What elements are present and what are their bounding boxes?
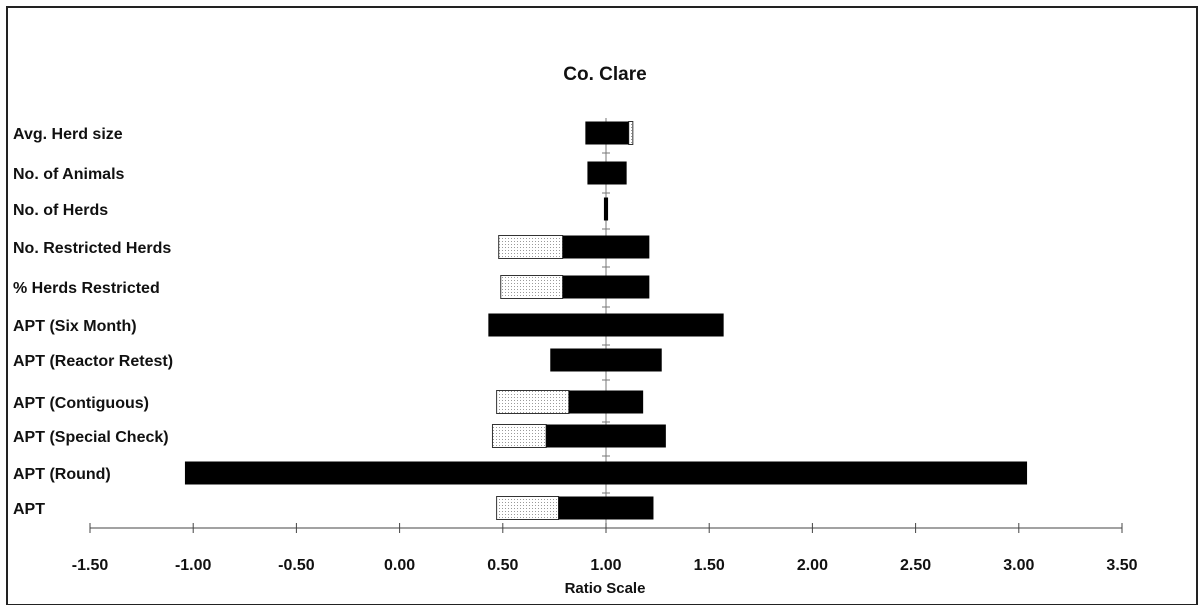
category-label: APT (Round) xyxy=(13,466,111,483)
bar-solid xyxy=(184,461,1028,485)
x-tick-label: -0.50 xyxy=(278,557,315,574)
x-tick-label: 1.50 xyxy=(694,557,725,574)
x-axis: -1.50 -1.00 -0.50 0.00 0.50 1.00 1.50 2.00 2.50 3… xyxy=(72,523,1138,574)
bar-solid xyxy=(488,313,724,337)
category-label: Avg. Herd size xyxy=(13,126,123,143)
bars-layer xyxy=(184,118,1028,529)
category-label: APT (Special Check) xyxy=(13,429,169,446)
category-label: APT (Six Month) xyxy=(13,318,137,335)
x-tick-label: 0.00 xyxy=(384,557,415,574)
category-label: No. of Animals xyxy=(13,166,125,183)
category-label: APT (Reactor Retest) xyxy=(13,353,173,370)
x-tick-label: 3.50 xyxy=(1106,557,1137,574)
category-label: APT xyxy=(13,501,45,518)
category-label: APT (Contiguous) xyxy=(13,395,149,412)
bar-dotted xyxy=(496,390,570,414)
x-tick-label: 2.50 xyxy=(900,557,931,574)
x-tick-label: -1.50 xyxy=(72,557,109,574)
bar-solid xyxy=(562,275,650,299)
bar-dotted xyxy=(498,235,564,259)
category-label: No. of Herds xyxy=(13,202,108,219)
bar-solid xyxy=(587,161,627,185)
bar-solid xyxy=(550,348,662,372)
x-tick-label: 0.50 xyxy=(487,557,518,574)
bar-dotted xyxy=(628,121,634,145)
category-label: No. Restricted Herds xyxy=(13,240,171,257)
x-tick-label: 2.00 xyxy=(797,557,828,574)
bar-solid xyxy=(585,121,629,145)
bar-solid xyxy=(603,197,609,221)
bar-dotted xyxy=(491,424,547,448)
x-tick-label: 3.00 xyxy=(1003,557,1034,574)
chart-title: Co. Clare xyxy=(563,64,646,85)
x-tick-label: 1.00 xyxy=(590,557,621,574)
category-label: % Herds Restricted xyxy=(13,280,160,297)
bar-solid xyxy=(568,390,644,414)
bar-dotted xyxy=(500,275,564,299)
bar-solid xyxy=(562,235,650,259)
bar-solid xyxy=(558,496,654,520)
category-labels: Avg. Herd size No. of Animals No. of Herds… xyxy=(13,126,173,518)
bar-dotted xyxy=(496,496,560,520)
x-axis-label: Ratio Scale xyxy=(565,580,646,597)
x-tick-label: -1.00 xyxy=(175,557,212,574)
bar-solid xyxy=(546,424,666,448)
